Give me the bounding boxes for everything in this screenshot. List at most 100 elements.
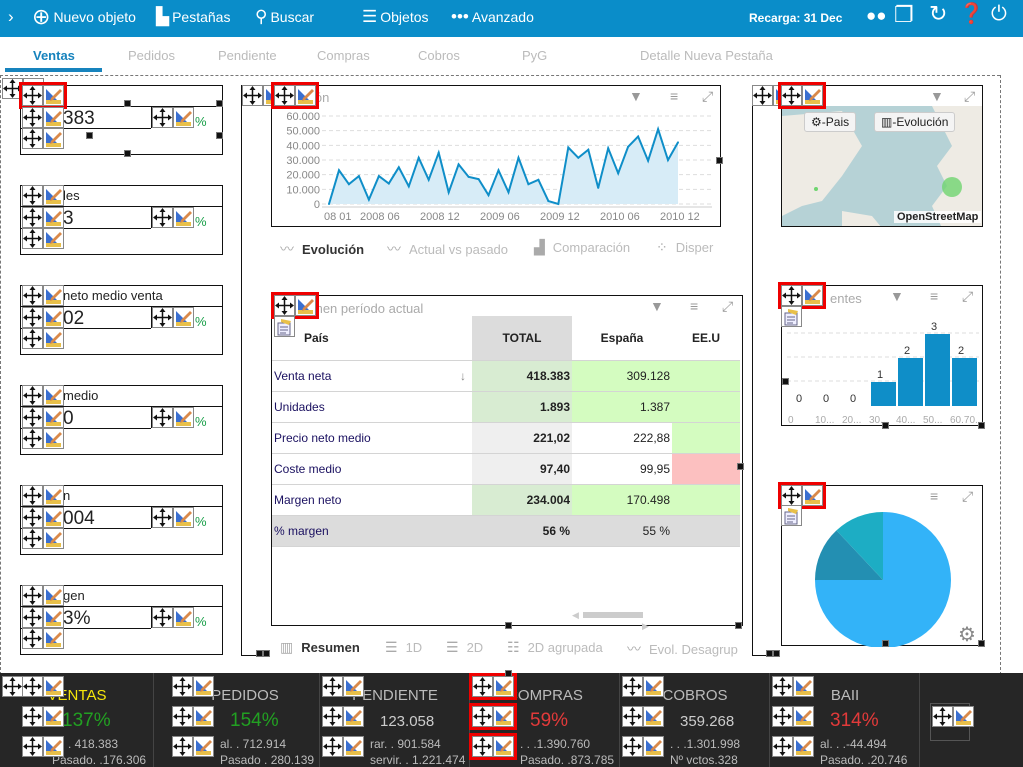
tab-compras[interactable]: Compras: [317, 48, 370, 63]
edit-handle[interactable]: [22, 385, 64, 406]
filter-icon[interactable]: ▼: [930, 88, 944, 104]
data-point[interactable]: [617, 172, 620, 175]
power-button[interactable]: ⏻: [991, 4, 1007, 24]
data-point[interactable]: [517, 156, 520, 159]
edit-icon[interactable]: [953, 706, 974, 727]
edit-icon[interactable]: [173, 307, 194, 328]
column-header[interactable]: España: [572, 316, 672, 361]
edit-handle[interactable]: [152, 407, 194, 428]
edit-handle[interactable]: [22, 207, 64, 228]
edit-handle[interactable]: [172, 676, 214, 697]
data-point[interactable]: [417, 156, 420, 159]
tab-pedidos[interactable]: Pedidos: [128, 48, 175, 63]
data-point[interactable]: [387, 182, 390, 185]
histogram-bar[interactable]: [925, 334, 950, 406]
new-object-button[interactable]: ⊕ Nuevo objeto: [32, 4, 136, 29]
move-icon[interactable]: [622, 676, 643, 697]
data-point[interactable]: [457, 163, 460, 166]
move-icon[interactable]: [22, 528, 43, 549]
move-icon[interactable]: [322, 736, 343, 757]
view-tab-2d[interactable]: ☰ 2D: [446, 639, 484, 655]
edit-icon[interactable]: [193, 736, 214, 757]
gear-icon[interactable]: ⚙: [958, 624, 976, 646]
move-icon[interactable]: [274, 85, 295, 106]
resize-handle[interactable]: [124, 100, 131, 107]
data-point[interactable]: [337, 169, 340, 172]
data-point[interactable]: [577, 156, 580, 159]
tabs-button[interactable]: ▙ Pestañas: [156, 7, 231, 26]
resize-handle[interactable]: [773, 650, 780, 657]
edit-icon[interactable]: [643, 736, 664, 757]
data-point[interactable]: [477, 178, 480, 181]
edit-handle[interactable]: [152, 607, 194, 628]
resize-handle[interactable]: [124, 150, 131, 157]
edit-handle[interactable]: [152, 507, 194, 528]
edit-handle[interactable]: [152, 307, 194, 328]
edit-handle[interactable]: [469, 733, 517, 760]
bottom-kpi-pendiente[interactable]: PENDIENTE 123.058 rar. . 901.584 servir. . …: [320, 673, 470, 767]
edit-icon[interactable]: [802, 485, 823, 506]
pie-slice[interactable]: [815, 512, 951, 647]
resize-handle[interactable]: [882, 422, 889, 429]
bottom-kpi-cobros[interactable]: COBROS 359.268 . . .1.301.998 Nº vctos.328: [620, 673, 770, 767]
edit-handle[interactable]: [22, 507, 64, 528]
tab-ventas[interactable]: Ventas: [33, 48, 75, 63]
data-point[interactable]: [667, 159, 670, 161]
move-icon[interactable]: [472, 706, 493, 727]
edit-icon[interactable]: [793, 736, 814, 757]
edit-icon[interactable]: [43, 407, 64, 428]
resize-handle[interactable]: [505, 670, 512, 677]
view-tab-resumen[interactable]: ▥ Resumen: [280, 639, 360, 655]
edit-handle[interactable]: [932, 706, 974, 727]
edit-icon[interactable]: [43, 528, 64, 549]
edit-handle[interactable]: [22, 485, 64, 506]
move-icon[interactable]: [772, 706, 793, 727]
move-icon[interactable]: [472, 736, 493, 757]
table-row[interactable]: Margen neto 234.004 170.498: [272, 484, 740, 516]
data-point[interactable]: [527, 183, 530, 186]
data-point[interactable]: [467, 175, 470, 178]
move-icon[interactable]: [172, 676, 193, 697]
move-icon[interactable]: [772, 736, 793, 757]
evolution-button[interactable]: ▥-Evolución: [874, 112, 956, 132]
move-icon[interactable]: [22, 676, 43, 697]
expand-icon[interactable]: ⤢: [722, 298, 734, 314]
move-icon[interactable]: [781, 285, 802, 306]
resize-handle[interactable]: [737, 463, 744, 470]
edit-icon[interactable]: [43, 328, 64, 349]
move-icon[interactable]: [322, 706, 343, 727]
table-row[interactable]: % margen 56 % 55 %: [272, 515, 740, 547]
edit-icon[interactable]: [43, 706, 64, 727]
edit-icon[interactable]: [793, 706, 814, 727]
resize-handle[interactable]: [735, 622, 742, 629]
data-point[interactable]: [437, 151, 440, 154]
data-point[interactable]: [357, 175, 360, 178]
edit-icon[interactable]: [173, 407, 194, 428]
view-tab-evol-desagrup[interactable]: 〰 Evol. Desagrup: [627, 641, 738, 657]
move-icon[interactable]: [22, 607, 43, 628]
edit-handle[interactable]: [322, 676, 364, 697]
edit-icon[interactable]: [43, 585, 64, 606]
data-point[interactable]: [377, 175, 380, 178]
view-tab-2d-agrupada[interactable]: ☷ 2D agrupada: [507, 639, 603, 655]
edit-icon[interactable]: [43, 736, 64, 757]
edit-icon[interactable]: [43, 128, 64, 149]
column-header[interactable]: EE.U: [672, 316, 740, 361]
move-icon[interactable]: [752, 85, 773, 106]
histogram-bar[interactable]: [871, 382, 896, 406]
move-icon[interactable]: [22, 307, 43, 328]
move-icon[interactable]: [152, 107, 173, 128]
properties-icon[interactable]: [781, 505, 802, 526]
refresh-button[interactable]: ↻: [929, 3, 947, 25]
tab-detalle[interactable]: Detalle: [640, 48, 681, 63]
resize-handle[interactable]: [882, 640, 889, 647]
edit-icon[interactable]: [643, 676, 664, 697]
sort-down-icon[interactable]: ↓: [460, 368, 466, 383]
edit-icon[interactable]: [43, 85, 64, 106]
edit-handle[interactable]: [22, 107, 64, 128]
resize-handle[interactable]: [263, 650, 270, 657]
edit-icon[interactable]: [43, 607, 64, 628]
data-point[interactable]: [507, 191, 510, 194]
move-icon[interactable]: [22, 207, 43, 228]
histogram-bar[interactable]: [898, 358, 923, 406]
